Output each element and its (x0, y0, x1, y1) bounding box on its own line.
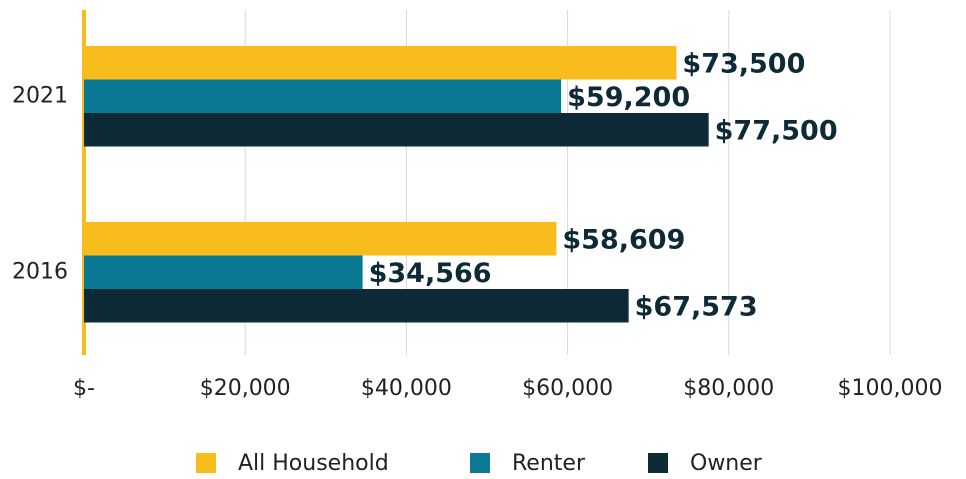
value-label: $77,500 (715, 115, 838, 146)
bar (84, 79, 562, 113)
y-tick-label: 2016 (12, 259, 68, 284)
x-tick-label: $- (73, 376, 95, 401)
legend-label: All Household (238, 451, 389, 476)
value-label: $73,500 (682, 48, 805, 79)
bar (84, 46, 677, 80)
x-tick-label: $40,000 (361, 376, 452, 401)
bar (84, 113, 709, 147)
legend-label: Renter (512, 451, 586, 476)
legend-swatch (196, 453, 216, 473)
bar (84, 255, 363, 289)
y-tick-label: 2021 (12, 83, 68, 108)
bar (84, 222, 557, 256)
x-tick-label: $80,000 (683, 376, 774, 401)
value-label: $34,566 (369, 258, 492, 289)
value-label: $58,609 (562, 224, 685, 255)
x-tick-label: $20,000 (200, 376, 291, 401)
x-tick-label: $60,000 (522, 376, 613, 401)
legend-swatch (470, 453, 490, 473)
x-tick-label: $100,000 (838, 376, 943, 401)
legend-label: Owner (690, 451, 763, 476)
bar (84, 289, 629, 323)
value-label: $67,573 (635, 291, 758, 322)
legend-swatch (648, 453, 668, 473)
value-label: $59,200 (567, 82, 690, 113)
